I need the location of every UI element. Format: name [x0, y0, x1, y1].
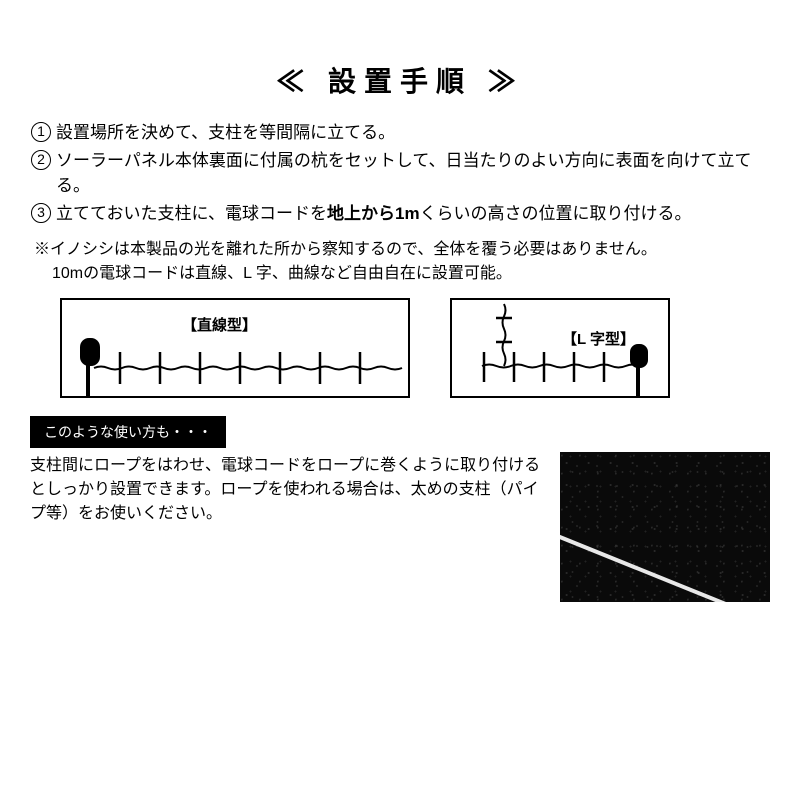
step-number-icon: 3	[30, 201, 52, 227]
l-label: 【L 字型】	[562, 328, 635, 349]
straight-diagram: 【直線型】	[60, 298, 410, 398]
step-2: 2 ソーラーパネル本体裏面に付属の杭をセットして、日当たりのよい方向に表面を向け…	[30, 148, 770, 199]
step-number-icon: 1	[30, 120, 52, 146]
l-shape-diagram: 【L 字型】	[450, 298, 670, 398]
installation-steps: 1 設置場所を決めて、支柱を等間隔に立てる。 2 ソーラーパネル本体裏面に付属の…	[30, 120, 770, 226]
step-text: ソーラーパネル本体裏面に付属の杭をセットして、日当たりのよい方向に表面を向けて立…	[52, 148, 770, 199]
diagram-row: 【直線型】 【L 字型】	[30, 298, 770, 398]
step-text: 設置場所を決めて、支柱を等間隔に立てる。	[52, 120, 770, 146]
usage-label: このような使い方も・・・	[30, 416, 226, 448]
step-text: 立てておいた支柱に、電球コードを地上から1mくらいの高さの位置に取り付ける。	[52, 201, 770, 227]
step-1: 1 設置場所を決めて、支柱を等間隔に立てる。	[30, 120, 770, 146]
step-number-icon: 2	[30, 148, 52, 199]
straight-label: 【直線型】	[182, 314, 257, 335]
note-text: ※イノシシは本製品の光を離れた所から察知するので、全体を覆う必要はありません。 …	[30, 238, 770, 286]
step-3: 3 立てておいた支柱に、電球コードを地上から1mくらいの高さの位置に取り付ける。	[30, 201, 770, 227]
page-title: ≪ 設置手順 ≫	[30, 60, 770, 100]
usage-text: 支柱間にロープをはわせ、電球コードをロープに巻くように取り付けるとしっかり設置で…	[30, 452, 548, 526]
usage-photo	[560, 452, 770, 602]
usage-section: このような使い方も・・・ 支柱間にロープをはわせ、電球コードをロープに巻くように…	[30, 416, 770, 602]
